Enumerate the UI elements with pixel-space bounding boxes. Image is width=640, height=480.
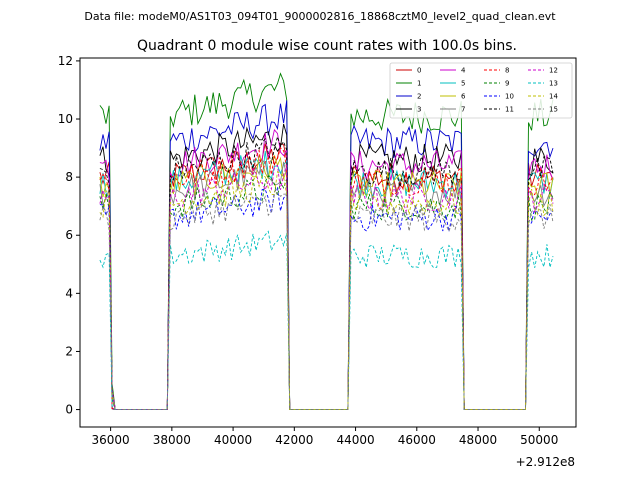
file-label: Data file: modeM0/AS1T03_094T01_90000028… (84, 10, 556, 23)
legend-label-10: 10 (505, 93, 514, 101)
y-tick-label: 12 (58, 54, 73, 68)
y-tick-label: 10 (58, 112, 73, 126)
y-tick-label: 4 (65, 286, 73, 300)
legend-label-0: 0 (417, 67, 421, 75)
x-tick-label: 42000 (275, 433, 313, 447)
legend-label-11: 11 (505, 106, 514, 114)
legend-label-12: 12 (549, 67, 558, 75)
legend-label-15: 15 (549, 106, 558, 114)
x-tick-label: 36000 (92, 433, 130, 447)
x-tick-label: 44000 (336, 433, 374, 447)
x-tick-label: 46000 (398, 433, 436, 447)
legend-label-9: 9 (505, 80, 509, 88)
legend-label-6: 6 (461, 93, 466, 101)
plot-frame (79, 57, 577, 428)
series-layer (99, 72, 554, 411)
x-tick-label: 50000 (520, 433, 558, 447)
series-line-11 (99, 135, 554, 411)
legend-label-14: 14 (549, 93, 558, 101)
legend-label-2: 2 (417, 93, 421, 101)
chart-title: Quadrant 0 module wise count rates with … (137, 38, 517, 54)
legend-box (389, 62, 573, 119)
axis-layer: 36000 38000 40000 42000 44000 46000 48000 50000… (58, 54, 559, 447)
legend-label-4: 4 (461, 67, 466, 75)
y-tick-label: 0 (65, 403, 73, 417)
legend-label-3: 3 (417, 106, 421, 114)
legend-label-13: 13 (549, 80, 558, 88)
x-tick-label: 48000 (459, 433, 497, 447)
legend-label-5: 5 (461, 80, 465, 88)
legend-label-7: 7 (461, 106, 465, 114)
legend-label-1: 1 (417, 80, 421, 88)
y-tick-label: 8 (65, 170, 73, 184)
y-tick-label: 2 (65, 344, 73, 358)
legend-label-8: 8 (505, 67, 509, 75)
x-tick-label: 40000 (214, 433, 252, 447)
x-offset-label: +2.912e8 (516, 455, 575, 469)
y-tick-label: 6 (65, 228, 73, 242)
series-line-13 (99, 230, 554, 411)
x-tick-label: 38000 (153, 433, 191, 447)
